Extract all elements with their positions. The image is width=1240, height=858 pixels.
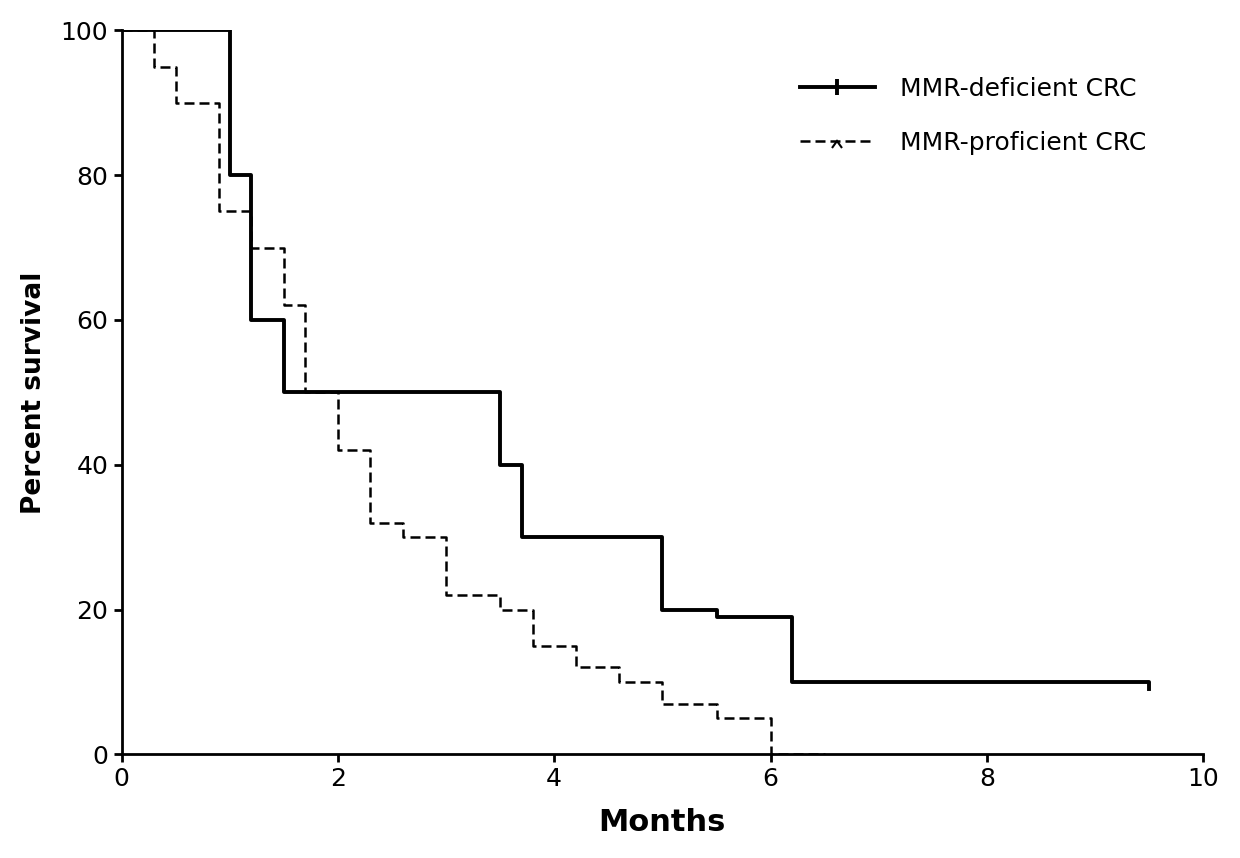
X-axis label: Months: Months	[599, 808, 727, 837]
Legend: MMR-deficient CRC, MMR-proficient CRC: MMR-deficient CRC, MMR-proficient CRC	[787, 64, 1158, 167]
Y-axis label: Percent survival: Percent survival	[21, 271, 47, 513]
